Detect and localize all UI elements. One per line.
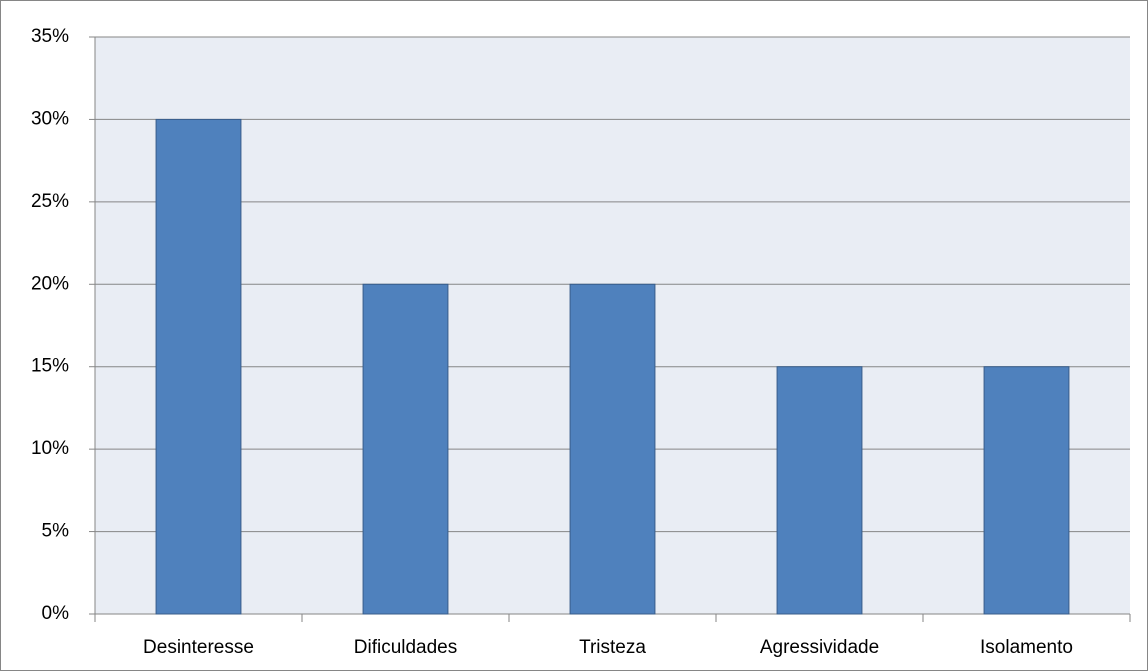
- bar: [155, 118, 242, 615]
- y-tick-label: 10%: [31, 438, 69, 459]
- y-tick-label: 25%: [31, 191, 69, 212]
- y-tick-label: 0%: [42, 603, 70, 624]
- bar: [983, 366, 1070, 615]
- bar: [776, 366, 863, 615]
- y-tick-label: 15%: [31, 356, 69, 377]
- bar: [569, 283, 656, 615]
- bar: [362, 283, 449, 615]
- y-tick-label: 20%: [31, 273, 69, 294]
- x-tick-label: Tristeza: [579, 637, 646, 658]
- y-tick-label: 35%: [31, 26, 69, 47]
- x-tick-label: Dificuldades: [354, 637, 458, 658]
- y-tick-label: 5%: [42, 521, 70, 542]
- y-tick-label: 30%: [31, 108, 69, 129]
- x-tick-label: Isolamento: [980, 637, 1073, 658]
- x-tick-label: Desinteresse: [143, 637, 254, 658]
- x-tick-label: Agressividade: [760, 637, 879, 658]
